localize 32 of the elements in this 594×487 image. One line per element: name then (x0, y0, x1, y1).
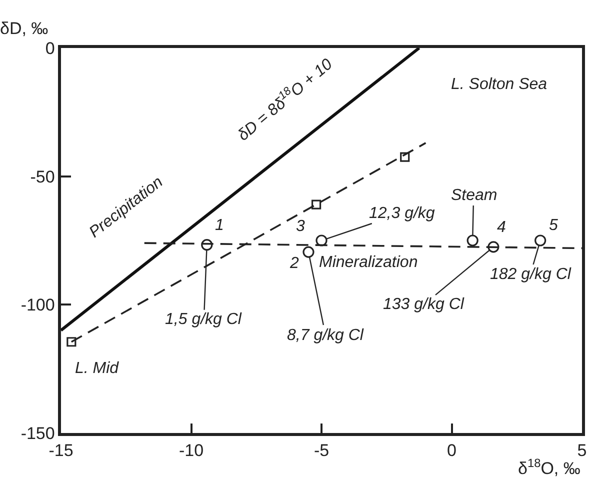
point (534, 234, 546, 246)
annotation: 5 (549, 217, 558, 234)
annotation: 2 (289, 255, 299, 272)
point (201, 239, 213, 251)
point (302, 246, 314, 258)
annotation: 1,5 g/kg Cl (165, 311, 242, 328)
point (466, 234, 478, 246)
y-tick-label: -100 (20, 296, 55, 315)
point (400, 152, 410, 162)
point (66, 337, 76, 347)
annotation: 8,7 g/kg Cl (287, 327, 364, 344)
annotation: L. Solton Sea (451, 76, 548, 93)
annotation: 12,3 g/kg (369, 205, 435, 222)
annotation: 4 (497, 219, 506, 236)
annotation: L. Mid (75, 360, 120, 377)
point (488, 241, 500, 253)
x-tick-label: -15 (48, 441, 74, 460)
annotation: 3 (296, 218, 305, 235)
y-tick-label: -50 (30, 167, 55, 186)
annotation: 133 g/kg Cl (383, 296, 464, 313)
annotation: 1 (215, 217, 224, 234)
x-tick-label: 0 (447, 441, 456, 460)
x-tick-label: -5 (314, 441, 330, 460)
y-axis-title: δD, ‰ (0, 19, 48, 38)
y-tick-label: -150 (20, 424, 55, 443)
y-tick-label: 0 (45, 38, 55, 58)
point (311, 200, 322, 210)
point (316, 234, 328, 246)
annotation: Steam (451, 187, 498, 204)
x-tick-label: -10 (178, 441, 204, 460)
annotation: Mineralization (319, 254, 418, 271)
annotation: 182 g/kg Cl (490, 266, 572, 283)
